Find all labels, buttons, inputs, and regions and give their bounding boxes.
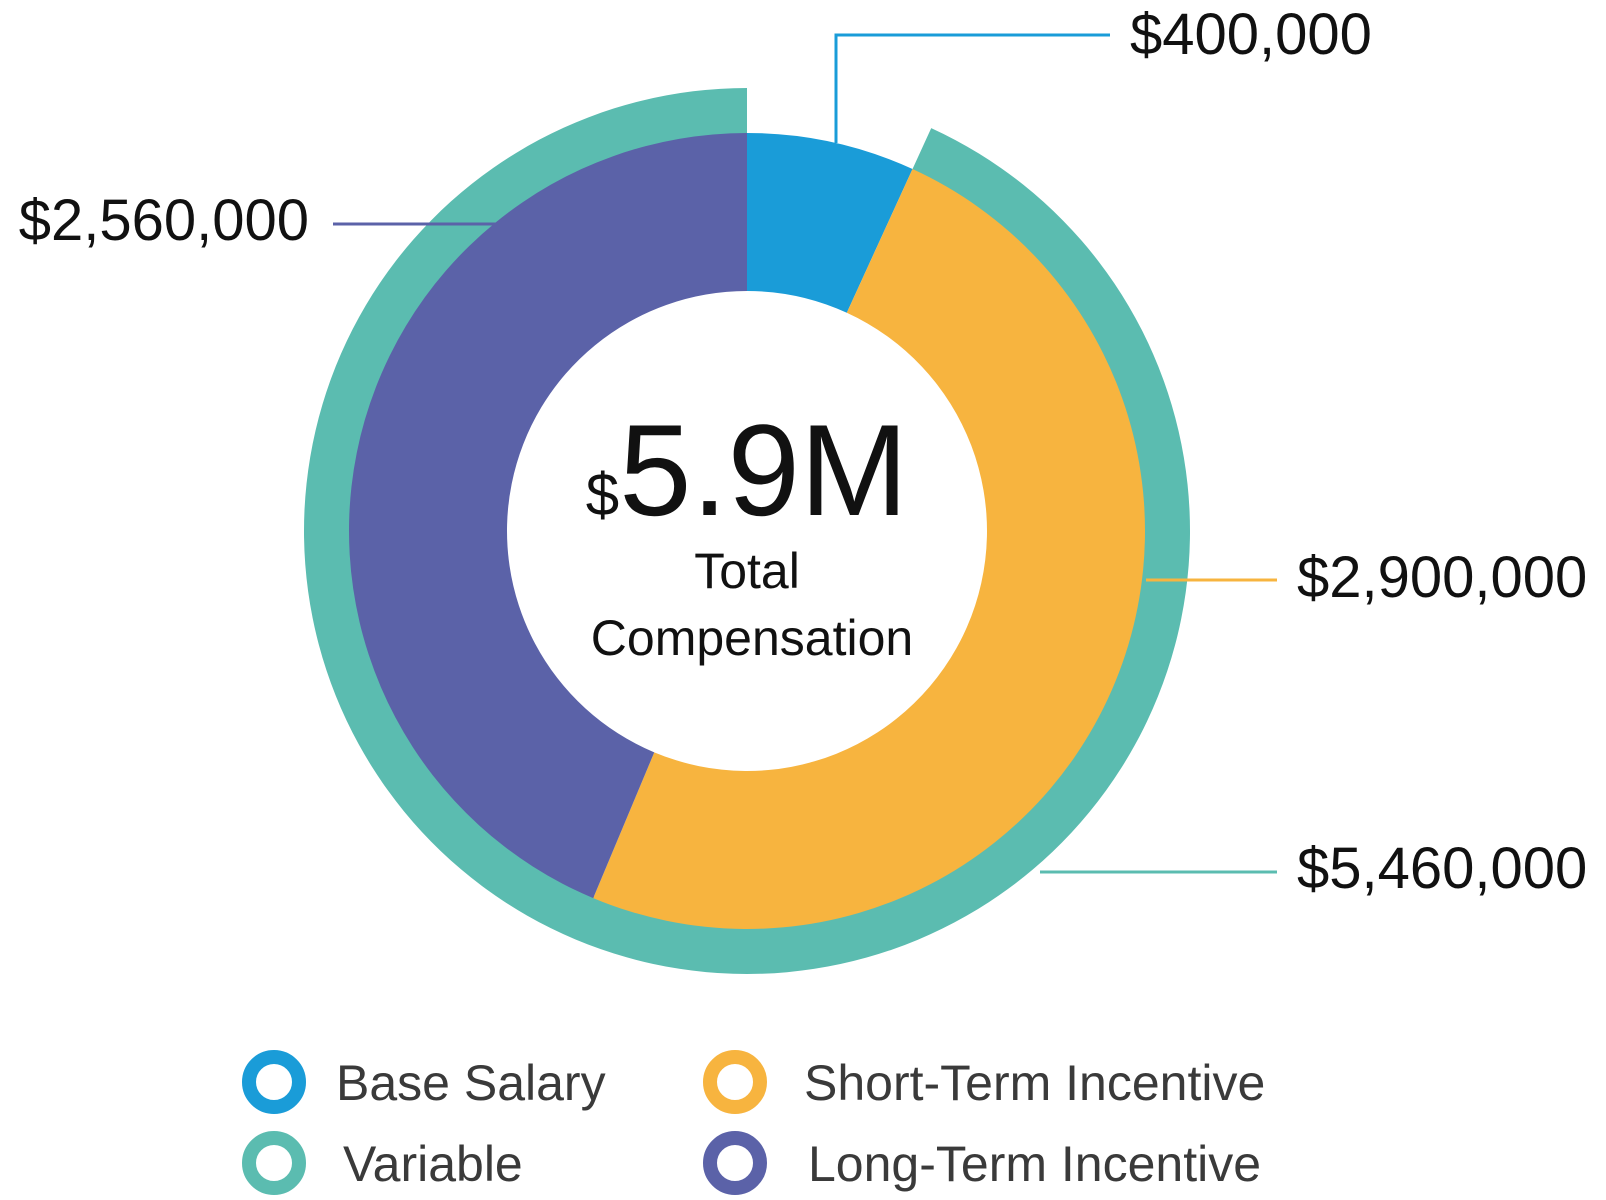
legend-label-variable: Variable	[343, 1136, 523, 1192]
legend-label-base-salary: Base Salary	[336, 1055, 606, 1111]
center-total-value: $5.9M	[586, 397, 908, 543]
legend-swatch-long-term-incentive	[703, 1131, 767, 1195]
center-caption-line2: Compensation	[591, 610, 913, 666]
center-caption-line1: Total	[694, 543, 800, 599]
legend-item-long-term-incentive: Long-Term Incentive	[703, 1131, 1261, 1195]
inner-ring-layer	[348, 133, 1146, 930]
slice-base-salary	[747, 133, 913, 313]
slice-long-term-incentive	[348, 133, 747, 899]
leader-line-base-salary	[834, 33, 1110, 143]
long-term-incentive-value-label: $2,560,000	[19, 188, 309, 253]
legend-swatch-base-salary	[242, 1050, 306, 1114]
leader-lines	[333, 33, 1277, 874]
base-salary-value-label: $400,000	[1130, 2, 1372, 67]
legend-swatch-variable	[242, 1131, 306, 1195]
legend: Base Salary Short-Term Incentive Variabl…	[242, 1050, 1265, 1195]
center-amount: 5.9M	[619, 397, 908, 543]
center-currency-symbol: $	[586, 461, 619, 528]
legend-swatch-short-term-incentive	[703, 1050, 767, 1114]
slice-short-term-incentive	[593, 169, 1146, 930]
short-term-incentive-value-label: $2,900,000	[1297, 545, 1587, 610]
legend-item-short-term-incentive: Short-Term Incentive	[703, 1050, 1265, 1114]
legend-item-base-salary: Base Salary	[242, 1050, 606, 1114]
legend-label-long-term-incentive: Long-Term Incentive	[808, 1136, 1261, 1192]
legend-label-short-term-incentive: Short-Term Incentive	[804, 1055, 1265, 1111]
variable-value-label: $5,460,000	[1297, 836, 1587, 901]
legend-item-variable: Variable	[242, 1131, 523, 1195]
